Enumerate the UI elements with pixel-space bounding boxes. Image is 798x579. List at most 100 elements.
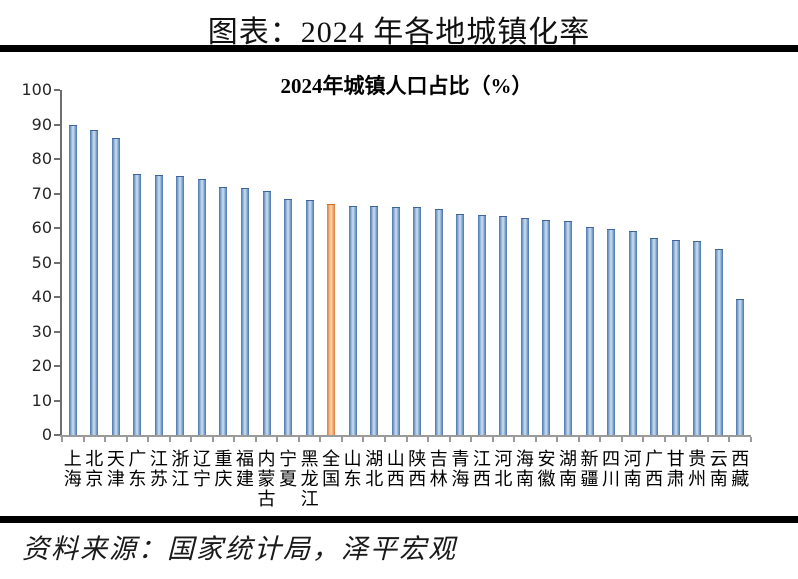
x-tick-mark <box>297 437 300 442</box>
x-label-甘肃: 甘 肃 <box>666 449 685 489</box>
y-tick-mark <box>54 227 60 229</box>
y-axis-line <box>60 90 62 437</box>
bar-江苏 <box>154 174 163 435</box>
x-label-广东: 广 东 <box>128 449 147 489</box>
x-label-湖南: 湖 南 <box>558 449 577 489</box>
bar-广西 <box>650 237 659 435</box>
x-tick-mark <box>254 437 257 442</box>
y-tick-label-80: 80 <box>31 149 52 168</box>
bar-山西 <box>391 206 400 435</box>
x-label-贵州: 贵 州 <box>688 449 707 489</box>
bar-广东 <box>133 173 142 435</box>
x-tick-mark <box>211 437 214 442</box>
x-tick-mark <box>706 437 709 442</box>
x-tick-mark <box>125 437 128 442</box>
source-note: 资料来源：国家统计局，泽平宏观 <box>22 534 457 564</box>
x-axis-line <box>60 435 751 437</box>
x-label-海南: 海 南 <box>515 449 534 489</box>
x-tick-mark <box>383 437 386 442</box>
bar-吉林 <box>434 208 443 435</box>
x-tick-mark <box>728 437 731 442</box>
y-tick-label-10: 10 <box>31 390 52 410</box>
x-label-安徽: 安 徽 <box>537 449 556 489</box>
x-tick-mark <box>362 437 365 442</box>
bar-贵州 <box>693 240 702 435</box>
x-label-重庆: 重 庆 <box>214 449 233 489</box>
bar-重庆 <box>219 186 228 435</box>
bar-天津 <box>111 138 120 435</box>
top-divider-rule <box>0 45 798 52</box>
bar-河南 <box>628 231 637 435</box>
x-tick-mark <box>491 437 494 442</box>
y-tick-mark <box>54 123 60 126</box>
bottom-divider-rule <box>0 516 798 523</box>
bar-西藏 <box>736 298 745 435</box>
bar-北京 <box>90 130 99 435</box>
bar-青海 <box>456 214 465 435</box>
bar-河北 <box>499 216 508 435</box>
x-label-云南: 云 南 <box>709 449 728 489</box>
bar-湖南 <box>563 221 572 435</box>
x-label-湖北: 湖 北 <box>365 449 384 489</box>
bar-浙江 <box>176 175 185 435</box>
x-tick-mark <box>61 437 63 442</box>
bar-黑龙江 <box>305 200 314 435</box>
page-title: 图表：2024 年各地城镇化率 <box>207 16 591 49</box>
plot-area <box>62 90 751 435</box>
bar-上海 <box>68 124 77 435</box>
y-tick-label-100: 100 <box>21 80 52 99</box>
y-tick-label-0: 0 <box>41 425 52 444</box>
bar-甘肃 <box>671 240 680 435</box>
x-tick-mark <box>340 437 343 442</box>
x-label-山东: 山 东 <box>343 449 362 489</box>
x-tick-mark <box>750 437 752 442</box>
bar-山东 <box>348 205 357 435</box>
y-tick-mark <box>54 89 60 91</box>
bar-云南 <box>714 248 723 435</box>
x-label-黑龙江: 黑 龙 江 <box>300 449 319 509</box>
x-label-青海: 青 海 <box>451 449 470 489</box>
x-tick-mark <box>620 437 623 442</box>
x-label-西藏: 西 藏 <box>731 449 750 489</box>
x-label-全国: 全 国 <box>322 449 341 489</box>
y-tick-mark <box>54 434 60 436</box>
bar-内蒙古 <box>262 190 271 435</box>
x-tick-mark <box>577 437 580 442</box>
x-label-福建: 福 建 <box>236 449 255 489</box>
x-label-江苏: 江 苏 <box>149 449 168 489</box>
x-label-内蒙古: 内 蒙 古 <box>257 449 276 509</box>
x-tick-mark <box>556 437 559 442</box>
x-tick-mark <box>513 437 516 442</box>
x-tick-mark <box>448 437 451 442</box>
y-tick-label-60: 60 <box>31 218 52 237</box>
bar-宁夏 <box>284 199 293 435</box>
x-tick-mark <box>599 437 602 442</box>
y-tick-mark <box>54 399 60 402</box>
bar-新疆 <box>585 226 594 435</box>
y-tick-label-40: 40 <box>31 287 52 306</box>
x-label-上海: 上 海 <box>63 449 82 489</box>
x-label-宁夏: 宁 夏 <box>279 449 298 489</box>
x-label-吉林: 吉 林 <box>429 449 448 489</box>
x-label-新疆: 新 疆 <box>580 449 599 489</box>
y-tick-mark <box>54 158 60 160</box>
bar-海南 <box>520 217 529 435</box>
x-tick-mark <box>534 437 537 442</box>
x-tick-mark <box>642 437 645 442</box>
x-label-广西: 广 西 <box>645 449 664 489</box>
x-label-河北: 河 北 <box>494 449 513 489</box>
x-tick-mark <box>427 437 430 442</box>
x-label-山西: 山 西 <box>386 449 405 489</box>
x-label-浙江: 浙 江 <box>171 449 190 489</box>
x-tick-mark <box>168 437 171 442</box>
x-label-江西: 江 西 <box>472 449 491 489</box>
x-tick-mark <box>82 437 85 442</box>
bar-江西 <box>477 214 486 435</box>
y-tick-mark <box>54 192 60 195</box>
x-tick-mark <box>685 437 688 442</box>
x-label-天津: 天 津 <box>106 449 125 489</box>
x-label-河南: 河 南 <box>623 449 642 489</box>
x-tick-mark <box>276 437 279 442</box>
y-tick-mark <box>54 330 60 333</box>
x-tick-mark <box>405 437 408 442</box>
